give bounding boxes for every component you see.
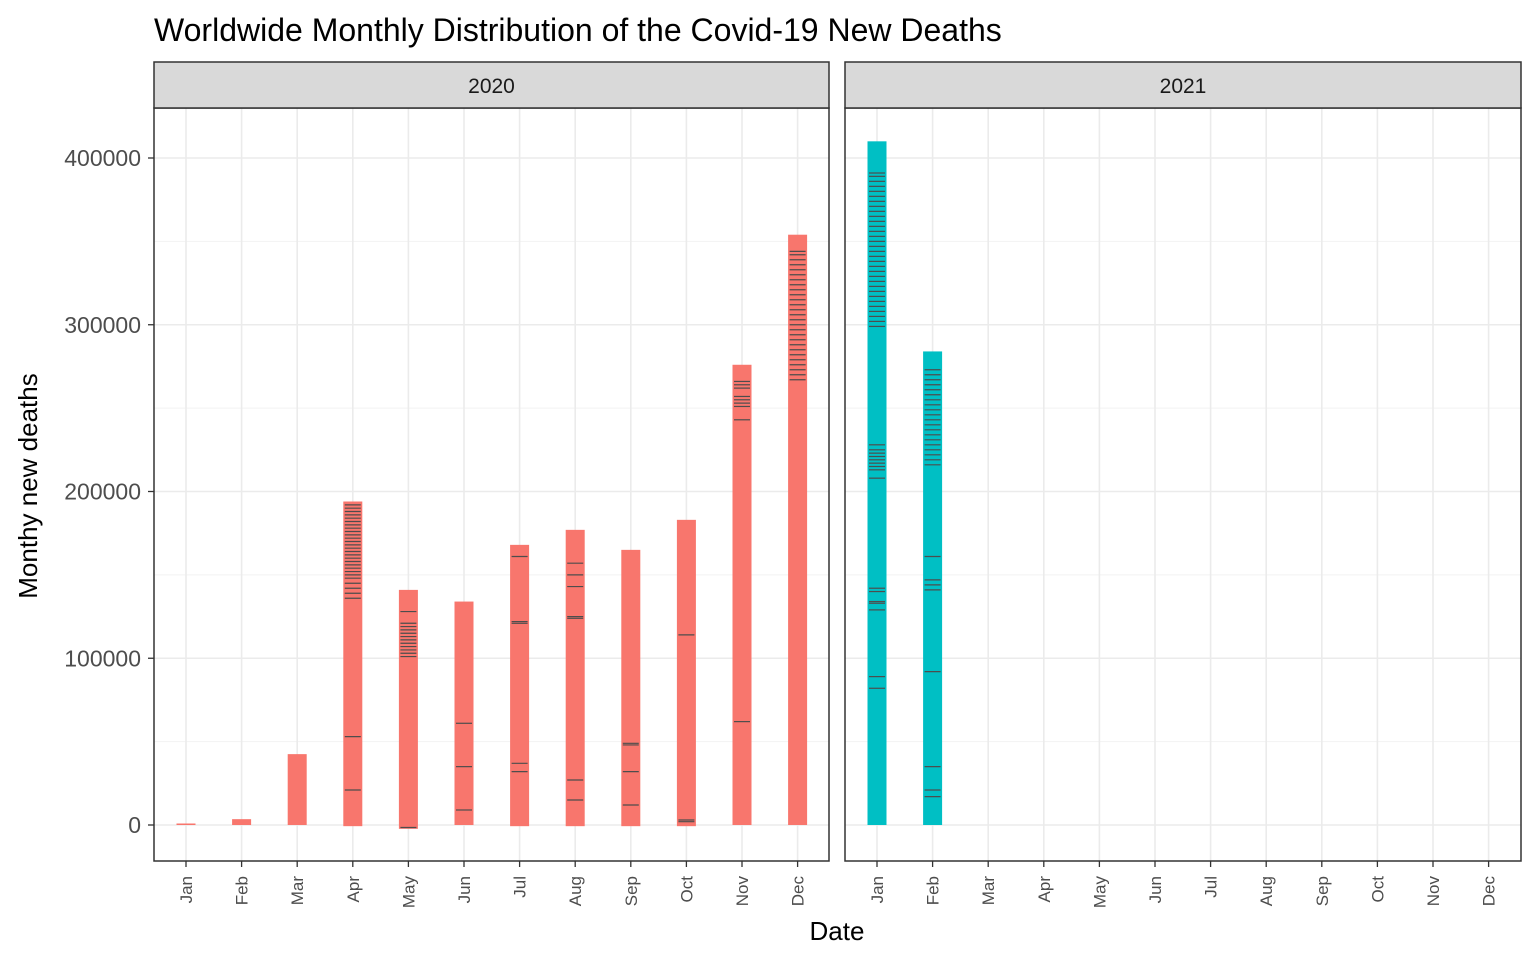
x-tick-label: Nov xyxy=(733,876,752,907)
x-tick-label: Aug xyxy=(1257,876,1276,906)
facet-panel-2020: 2020 Jan Feb Mar Apr May Jun Jul Aug Sep Oct Nov Dec xyxy=(153,61,830,909)
facet-strip xyxy=(844,61,1522,109)
bar-2020-mar xyxy=(287,754,307,825)
facet-panels: 2020 Jan Feb Mar Apr May Jun Jul Aug Sep Oct Nov Dec… xyxy=(153,61,1522,909)
y-axis: 0 100000 200000 300000 400000 xyxy=(64,145,154,838)
x-tick-label: Apr xyxy=(1035,876,1054,903)
y-tick-label: 200000 xyxy=(64,479,141,505)
x-tick-label: May xyxy=(1090,876,1109,909)
bar-2020-jun xyxy=(454,601,474,825)
x-tick-label: Jan xyxy=(177,876,196,903)
panel-background xyxy=(845,108,1521,861)
facet-strip-label: 2020 xyxy=(468,75,515,98)
bar-2020-feb xyxy=(232,819,252,825)
x-tick-label: Oct xyxy=(1368,876,1387,903)
x-axis-title: Date xyxy=(810,916,865,946)
x-tick-label: Oct xyxy=(677,876,696,903)
facet-strip-label: 2021 xyxy=(1160,75,1207,98)
x-tick-label: Jun xyxy=(455,876,474,903)
x-tick-label: Sep xyxy=(1313,876,1332,906)
y-tick-label: 400000 xyxy=(64,145,141,171)
bar-2020-jan xyxy=(176,823,196,825)
x-tick-label: Jun xyxy=(1146,876,1165,903)
bar-2020-apr xyxy=(343,501,363,827)
bar-2021-jan xyxy=(867,141,887,825)
x-tick-label: Sep xyxy=(622,876,641,906)
y-tick-label: 0 xyxy=(128,812,141,838)
x-tick-label: Apr xyxy=(344,876,363,903)
facet-strip xyxy=(153,61,830,109)
x-tick-label: Mar xyxy=(288,876,307,906)
x-tick-label: Jul xyxy=(511,876,530,898)
panel-background xyxy=(154,108,829,861)
y-tick-label: 300000 xyxy=(64,312,141,338)
y-tick-label: 100000 xyxy=(64,645,141,671)
bar-2020-sep xyxy=(621,549,641,827)
x-tick-label: Aug xyxy=(566,876,585,906)
x-tick-label: Jul xyxy=(1202,876,1221,898)
x-tick-label: Feb xyxy=(233,876,252,905)
bar-2020-jul xyxy=(510,544,530,827)
bar-2020-oct xyxy=(676,519,696,827)
bar-2021-feb xyxy=(923,351,943,825)
bar-2020-may xyxy=(398,589,418,829)
x-tick-label: Jan xyxy=(868,876,887,903)
x-tick-label: May xyxy=(399,876,418,909)
x-tick-label: Nov xyxy=(1424,876,1443,907)
bar-2020-aug xyxy=(565,529,585,827)
x-tick-label: Feb xyxy=(924,876,943,905)
bar-2020-dec xyxy=(788,234,808,825)
bar-2020-nov xyxy=(732,364,752,825)
chart-title: Worldwide Monthly Distribution of the Co… xyxy=(154,12,1002,48)
facet-panel-2021: 2021 Jan Feb Mar Apr May Jun Jul Aug Sep Oct Nov Dec xyxy=(844,61,1522,909)
x-tick-label: Dec xyxy=(1480,876,1499,907)
y-axis-title: Monthy new deaths xyxy=(13,373,43,598)
x-tick-label: Dec xyxy=(789,876,808,907)
x-tick-label: Mar xyxy=(979,876,998,906)
